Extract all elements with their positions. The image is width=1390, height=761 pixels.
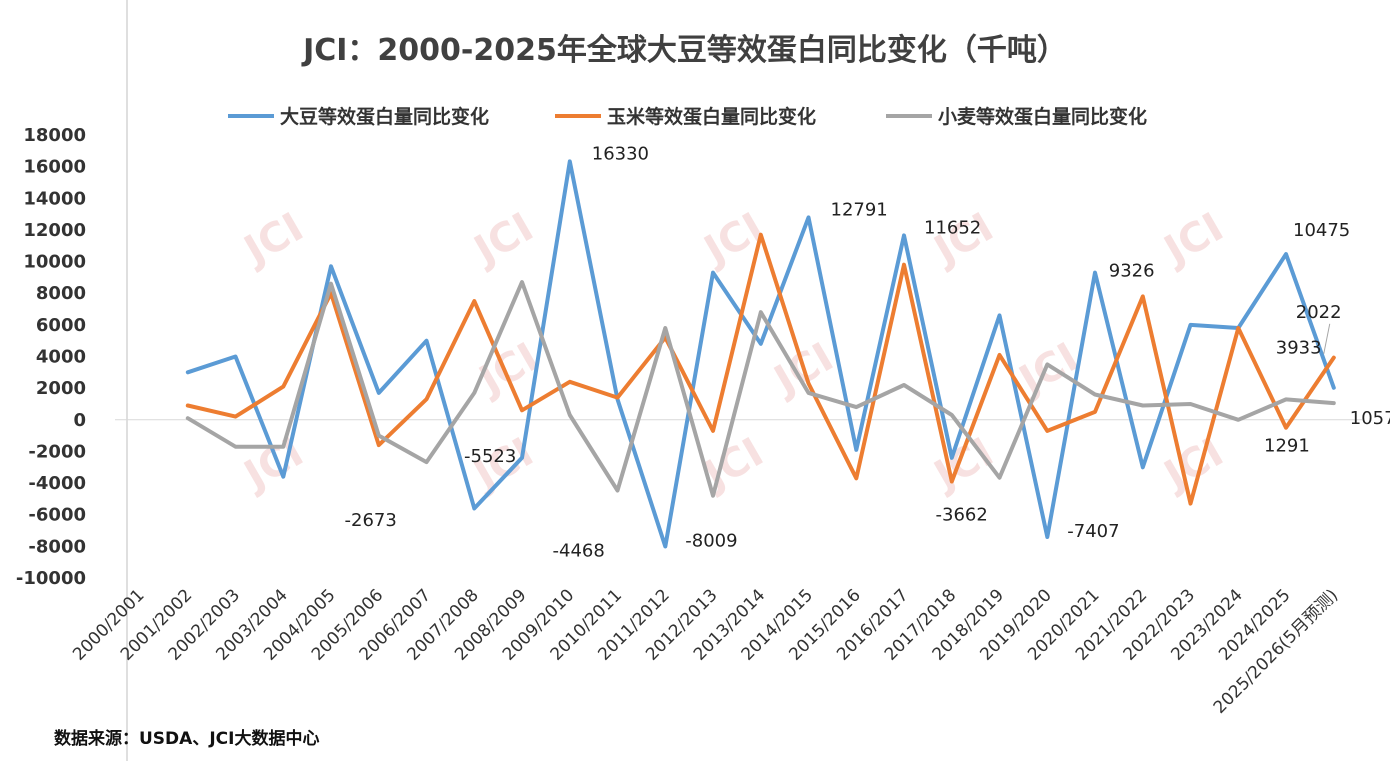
y-tick-label: 12000	[23, 220, 86, 241]
legend-label: 小麦等效蛋白量同比变化	[938, 105, 1147, 128]
data-label: 10475	[1293, 220, 1350, 241]
data-label: -3662	[936, 505, 988, 526]
chart-title: JCI：2000-2025年全球大豆等效蛋白同比变化（千吨）	[301, 33, 1067, 68]
series-line	[185, 232, 1336, 506]
y-tick-label: 16000	[23, 157, 86, 178]
y-tick-label: 10000	[23, 252, 86, 273]
series-line	[185, 159, 1336, 549]
series-group	[185, 159, 1336, 549]
legend: 大豆等效蛋白量同比变化 玉米等效蛋白量同比变化 小麦等效蛋白量同比变化	[228, 105, 1147, 128]
data-label: -2673	[345, 510, 397, 531]
data-label: 12791	[831, 199, 888, 220]
data-label: 3933	[1276, 338, 1322, 359]
data-label: -4468	[553, 540, 605, 561]
data-label: 11652	[924, 217, 981, 238]
series-line	[185, 280, 1336, 498]
data-label: 2022	[1296, 302, 1342, 323]
data-label: -8009	[685, 530, 737, 551]
y-tick-label: -4000	[28, 473, 86, 494]
data-label: 1291	[1264, 435, 1310, 456]
data-label: -5523	[464, 446, 516, 467]
y-tick-label: -2000	[28, 441, 86, 462]
legend-label: 玉米等效蛋白量同比变化	[607, 105, 816, 128]
y-tick-label: 2000	[36, 378, 86, 399]
y-tick-label: 0	[73, 410, 86, 431]
y-tick-label: -8000	[28, 536, 86, 557]
y-axis: 18000 16000 14000 12000 10000 8000 6000 4000 200…	[16, 125, 86, 589]
y-tick-label: 4000	[36, 347, 86, 368]
data-label: 9326	[1109, 260, 1155, 281]
data-label: 1057	[1350, 408, 1390, 429]
data-label: 16330	[592, 143, 649, 164]
y-tick-label: 18000	[23, 125, 86, 146]
y-tick-label: 8000	[36, 283, 86, 304]
label-leader-line	[1323, 323, 1331, 354]
data-label: -7407	[1067, 521, 1119, 542]
y-tick-label: 6000	[36, 315, 86, 336]
data-labels: 16330 12791 11652 10475 2022 -8009 -7407 -5523 9…	[345, 143, 1390, 561]
legend-label: 大豆等效蛋白量同比变化	[280, 105, 489, 128]
y-tick-label: -10000	[16, 568, 86, 589]
y-tick-label: 14000	[23, 188, 86, 209]
y-tick-label: -6000	[28, 505, 86, 526]
source-note: 数据来源：USDA、JCI大数据中心	[54, 728, 319, 749]
